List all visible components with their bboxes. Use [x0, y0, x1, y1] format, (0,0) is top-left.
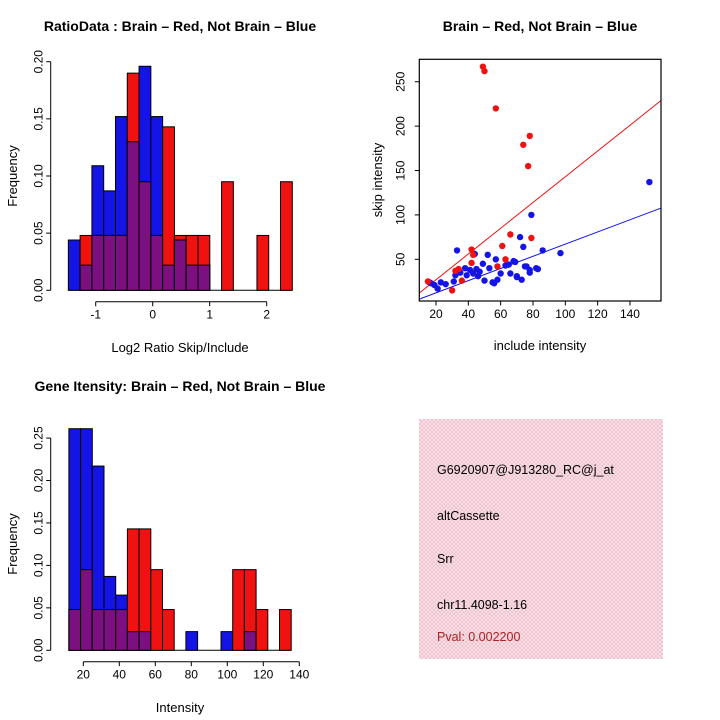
panel-gene-histogram: Gene Itensity: Brain – Red, Not Brain – … — [0, 360, 360, 720]
svg-text:2: 2 — [263, 308, 270, 322]
svg-text:40: 40 — [462, 307, 476, 321]
svg-text:140: 140 — [289, 668, 309, 682]
svg-text:100: 100 — [393, 205, 407, 225]
svg-text:0.05: 0.05 — [32, 596, 46, 620]
svg-text:20: 20 — [429, 307, 443, 321]
probe-id-text: G6920907@J913280_RC@j_at — [437, 463, 614, 477]
svg-text:150: 150 — [393, 160, 407, 180]
ratio-histogram-title: RatioData : Brain – Red, Not Brain – Blu… — [44, 18, 316, 34]
svg-text:0.00: 0.00 — [32, 638, 46, 662]
svg-text:120: 120 — [588, 307, 608, 321]
svg-text:80: 80 — [185, 668, 199, 682]
svg-text:1: 1 — [206, 308, 213, 322]
panel-event-info: G6920907@J913280_RC@j_at altCassette Srr… — [360, 360, 720, 720]
svg-text:0.00: 0.00 — [32, 278, 46, 302]
svg-text:100: 100 — [555, 307, 575, 321]
svg-text:20: 20 — [77, 668, 91, 682]
svg-text:60: 60 — [149, 668, 163, 682]
intensity-scatter-plot: Brain – Red, Not Brain – Blue include in… — [370, 18, 662, 353]
svg-text:0.15: 0.15 — [32, 107, 46, 131]
svg-text:0.20: 0.20 — [32, 468, 46, 492]
gene-histogram-plot: Gene Itensity: Brain – Red, Not Brain – … — [5, 378, 326, 715]
svg-text:250: 250 — [393, 71, 407, 91]
gene-name-text: Srr — [437, 552, 454, 566]
location-text: chr11.4098-1.16 — [437, 598, 528, 612]
event-info-box: G6920907@J913280_RC@j_at altCassette Srr… — [419, 419, 663, 659]
svg-text:-1: -1 — [90, 308, 101, 322]
svg-text:0.25: 0.25 — [32, 426, 46, 450]
svg-text:120: 120 — [253, 668, 273, 682]
svg-text:0.20: 0.20 — [32, 50, 46, 74]
svg-text:0.10: 0.10 — [32, 553, 46, 577]
svg-text:0.15: 0.15 — [32, 511, 46, 535]
pval-text: Pval: 0.002200 — [437, 630, 521, 644]
svg-text:0.05: 0.05 — [32, 221, 46, 245]
svg-text:60: 60 — [494, 307, 508, 321]
panel-ratio-histogram: RatioData : Brain – Red, Not Brain – Blu… — [0, 0, 360, 360]
ratio-histogram-xlabel: Log2 Ratio Skip/Include — [111, 340, 248, 355]
gene-histogram-xlabel: Intensity — [156, 700, 205, 715]
gene-histogram-ylabel: Frequency — [5, 513, 20, 575]
svg-text:80: 80 — [526, 307, 540, 321]
event-type-text: altCassette — [437, 509, 500, 523]
gene-histogram-title: Gene Itensity: Brain – Red, Not Brain – … — [35, 378, 326, 394]
svg-text:100: 100 — [217, 668, 237, 682]
svg-text:50: 50 — [393, 252, 407, 266]
svg-text:0: 0 — [149, 308, 156, 322]
svg-text:0.10: 0.10 — [32, 164, 46, 188]
ratio-histogram-plot: RatioData : Brain – Red, Not Brain – Blu… — [5, 18, 316, 355]
svg-text:200: 200 — [393, 116, 407, 136]
svg-text:140: 140 — [620, 307, 640, 321]
scatter-title: Brain – Red, Not Brain – Blue — [443, 18, 638, 34]
scatter-xlabel: include intensity — [494, 338, 587, 353]
svg-text:40: 40 — [113, 668, 127, 682]
panel-intensity-scatter: Brain – Red, Not Brain – Blue include in… — [360, 0, 720, 360]
ratio-histogram-ylabel: Frequency — [5, 145, 20, 207]
scatter-ylabel: skip intensity — [370, 142, 385, 217]
